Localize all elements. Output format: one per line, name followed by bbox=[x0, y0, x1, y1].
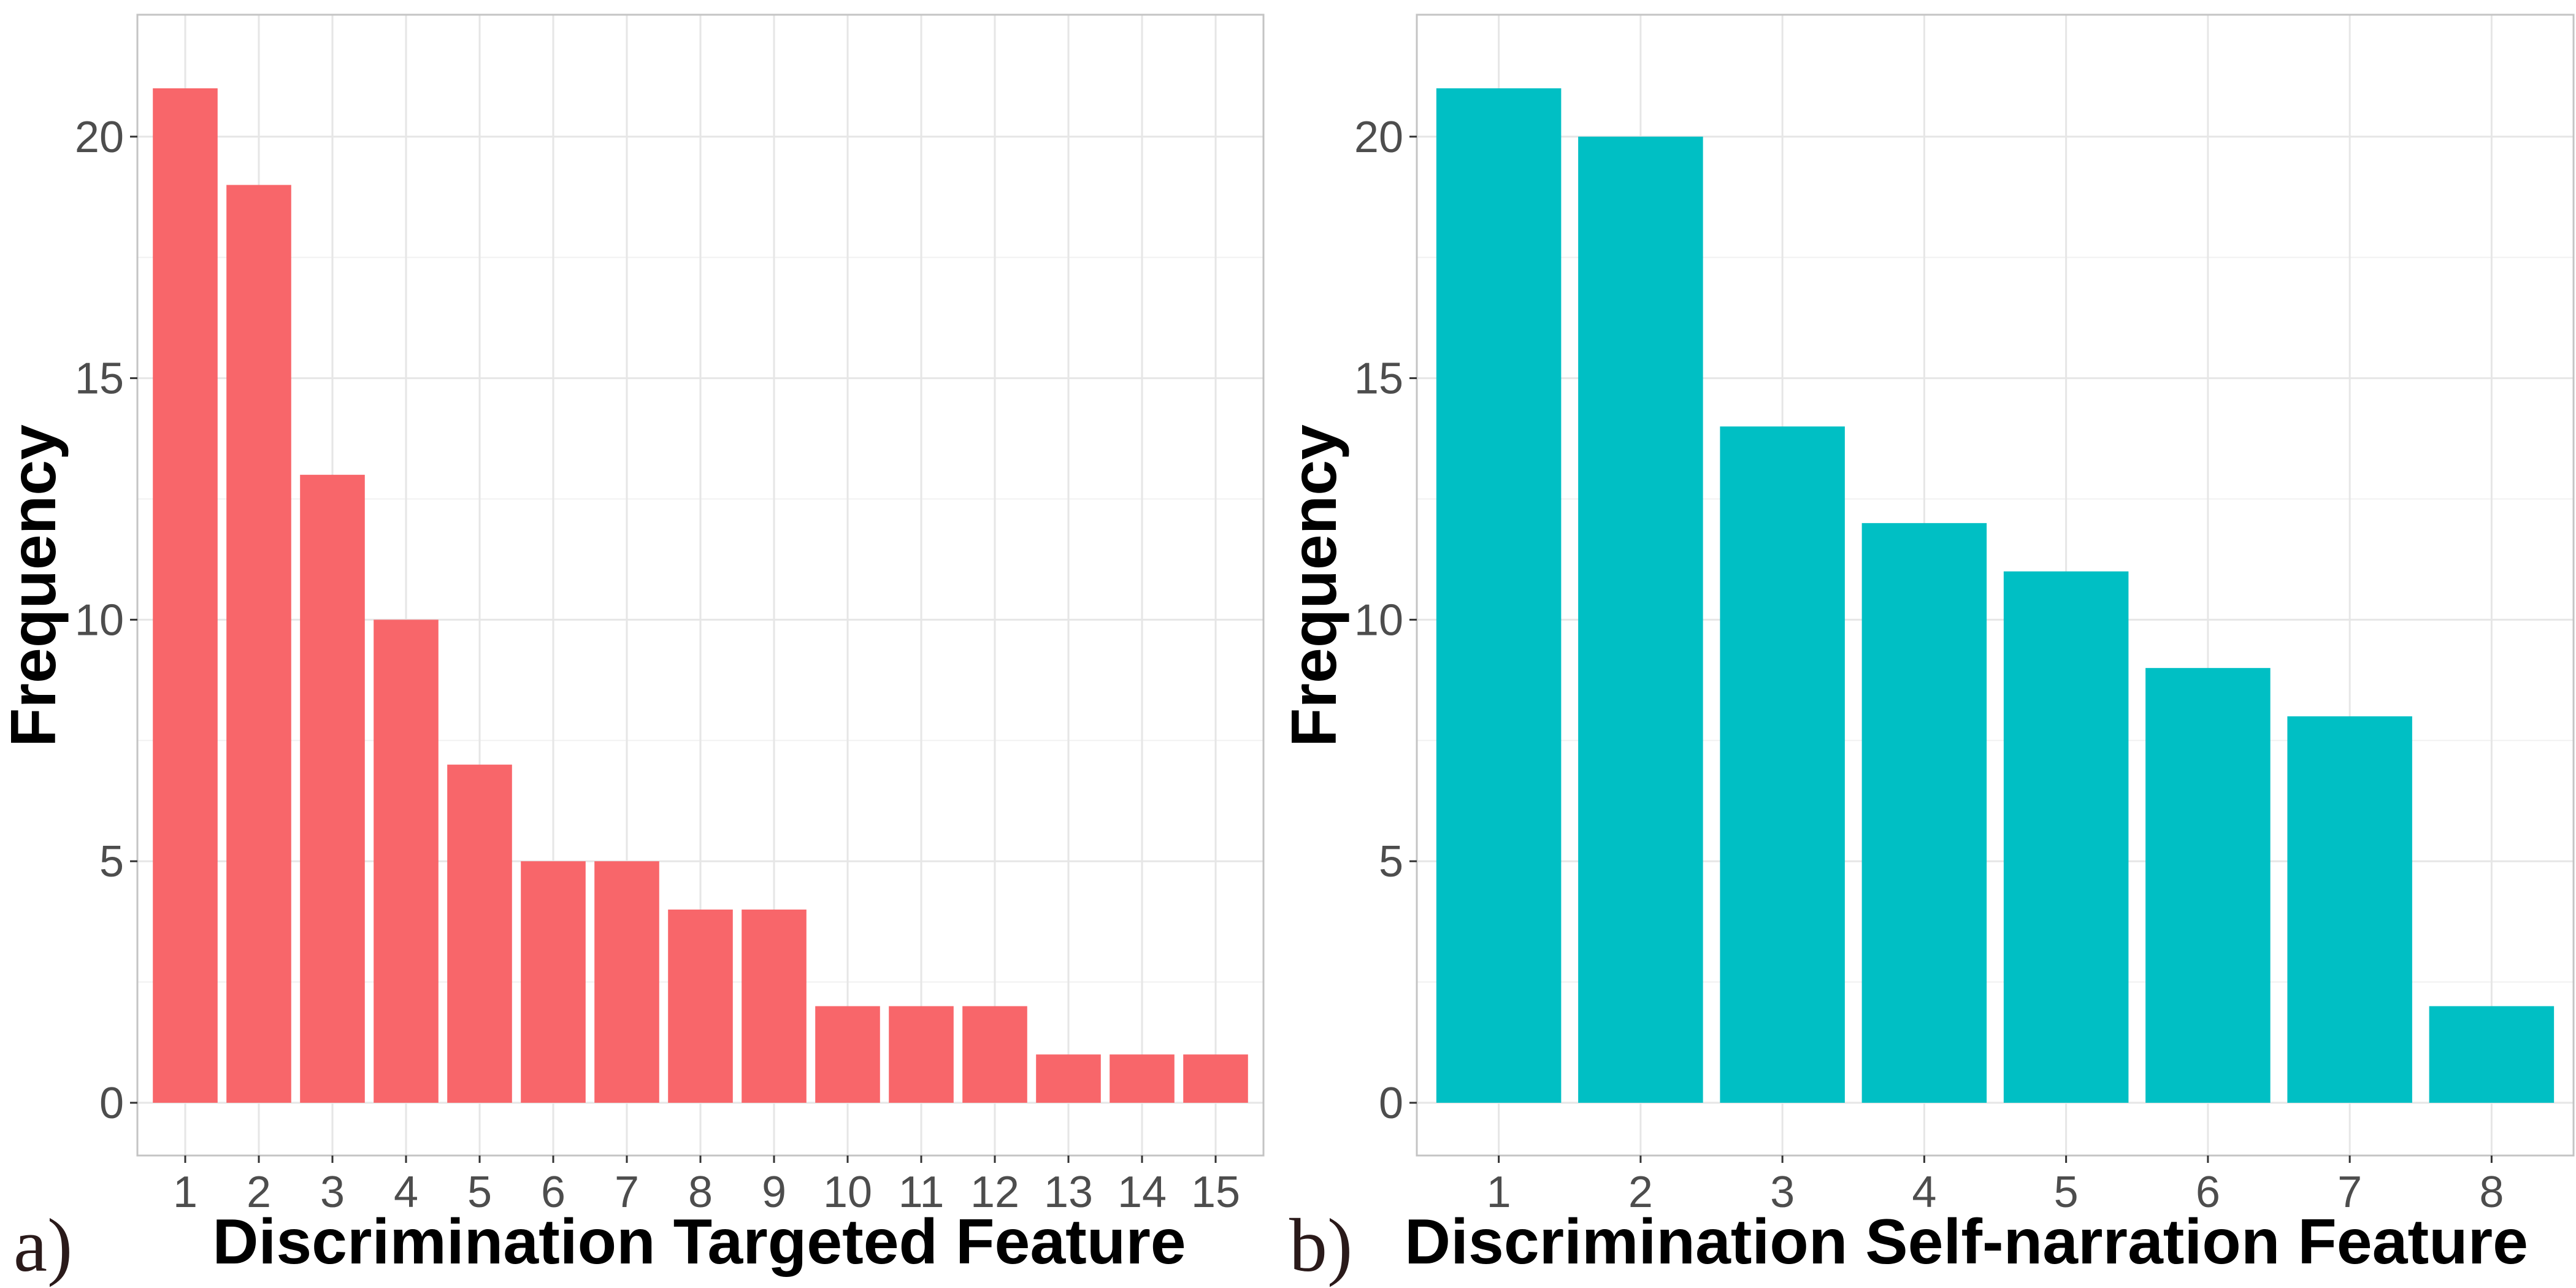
x-tick-label-a: 1 bbox=[173, 1168, 197, 1217]
bar-a-6 bbox=[521, 861, 586, 1103]
x-axis-title-b: Discrimination Self-narration Feature bbox=[1405, 1206, 2528, 1278]
y-ticks-a: 0 5 10 15 20 bbox=[75, 113, 137, 1128]
x-tick-label-a: 14 bbox=[1117, 1168, 1167, 1217]
x-tick-label-a: 12 bbox=[970, 1168, 1019, 1217]
y-tick-label-b: 10 bbox=[1354, 596, 1403, 645]
x-tick-label-b: 2 bbox=[1628, 1168, 1653, 1217]
bar-a-8 bbox=[668, 909, 733, 1103]
bar-a-2 bbox=[226, 185, 291, 1103]
bar-a-10 bbox=[815, 1006, 880, 1103]
x-tick-label-a: 7 bbox=[615, 1168, 639, 1217]
x-tick-label-b: 4 bbox=[1912, 1168, 1936, 1217]
chart-panel-b: 0 5 10 15 20 1 2 3 4 5 6 7 8 Frequency Discriminati… bbox=[1279, 13, 2575, 1287]
x-ticks-b: 1 2 3 4 5 6 7 8 bbox=[1487, 1156, 2504, 1217]
bar-a-13 bbox=[1036, 1054, 1101, 1103]
y-tick-label-a: 15 bbox=[75, 355, 124, 404]
x-tick-label-a: 13 bbox=[1044, 1168, 1093, 1217]
y-tick-label-b: 15 bbox=[1354, 355, 1403, 404]
bar-b-4 bbox=[1861, 523, 1987, 1103]
y-axis-title-a: Frequency bbox=[0, 424, 69, 747]
x-tick-label-b: 1 bbox=[1487, 1168, 1511, 1217]
x-tick-label-a: 2 bbox=[247, 1168, 271, 1217]
x-tick-label-b: 3 bbox=[1770, 1168, 1795, 1217]
bar-b-6 bbox=[2145, 668, 2271, 1103]
y-tick-label-b: 5 bbox=[1379, 837, 1403, 886]
bar-b-2 bbox=[1578, 136, 1703, 1103]
x-ticks-a: 1 2 3 4 5 6 7 8 9 10 11 12 13 14 15 bbox=[173, 1156, 1240, 1217]
bar-a-7 bbox=[594, 861, 659, 1103]
x-tick-label-b: 7 bbox=[2337, 1168, 2362, 1217]
x-tick-label-a: 3 bbox=[320, 1168, 345, 1217]
bars-a bbox=[153, 88, 1248, 1103]
bar-b-1 bbox=[1436, 88, 1562, 1103]
x-tick-label-a: 9 bbox=[762, 1168, 786, 1217]
plot-border-b bbox=[1416, 13, 2575, 1157]
x-tick-label-a: 10 bbox=[823, 1168, 872, 1217]
bar-a-14 bbox=[1110, 1054, 1175, 1103]
x-tick-label-a: 8 bbox=[688, 1168, 713, 1217]
x-tick-label-b: 8 bbox=[2479, 1168, 2504, 1217]
y-tick-label-a: 10 bbox=[75, 596, 124, 645]
x-tick-label-a: 4 bbox=[394, 1168, 418, 1217]
y-tick-label-a: 5 bbox=[99, 837, 124, 886]
bars-b bbox=[1436, 88, 2555, 1103]
bar-b-7 bbox=[2287, 716, 2412, 1103]
y-tick-label-b: 20 bbox=[1354, 113, 1403, 162]
bar-b-8 bbox=[2429, 1006, 2555, 1103]
bar-a-4 bbox=[374, 619, 439, 1103]
y-tick-label-b: 0 bbox=[1379, 1079, 1403, 1128]
x-tick-label-a: 11 bbox=[899, 1168, 945, 1217]
bar-a-9 bbox=[742, 909, 807, 1103]
panel-label-a: a) bbox=[13, 1203, 72, 1287]
x-tick-label-b: 5 bbox=[2054, 1168, 2079, 1217]
bar-a-12 bbox=[962, 1006, 1027, 1103]
bar-a-1 bbox=[153, 88, 218, 1103]
y-tick-label-a: 20 bbox=[75, 113, 124, 162]
bar-a-15 bbox=[1183, 1054, 1248, 1103]
x-tick-label-a: 15 bbox=[1191, 1168, 1240, 1217]
y-axis-title-b: Frequency bbox=[1279, 424, 1350, 747]
x-axis-title-a: Discrimination Targeted Feature bbox=[212, 1206, 1186, 1278]
bar-a-3 bbox=[300, 475, 365, 1103]
bar-a-11 bbox=[889, 1006, 954, 1103]
panel-label-b: b) bbox=[1289, 1203, 1352, 1287]
bar-a-5 bbox=[447, 764, 512, 1103]
y-ticks-b: 0 5 10 15 20 bbox=[1354, 113, 1417, 1128]
bar-b-3 bbox=[1720, 426, 1845, 1103]
x-tick-label-a: 6 bbox=[541, 1168, 565, 1217]
bar-b-5 bbox=[2003, 571, 2129, 1103]
x-tick-label-b: 6 bbox=[2196, 1168, 2220, 1217]
x-tick-label-a: 5 bbox=[467, 1168, 492, 1217]
y-tick-label-a: 0 bbox=[99, 1079, 124, 1128]
